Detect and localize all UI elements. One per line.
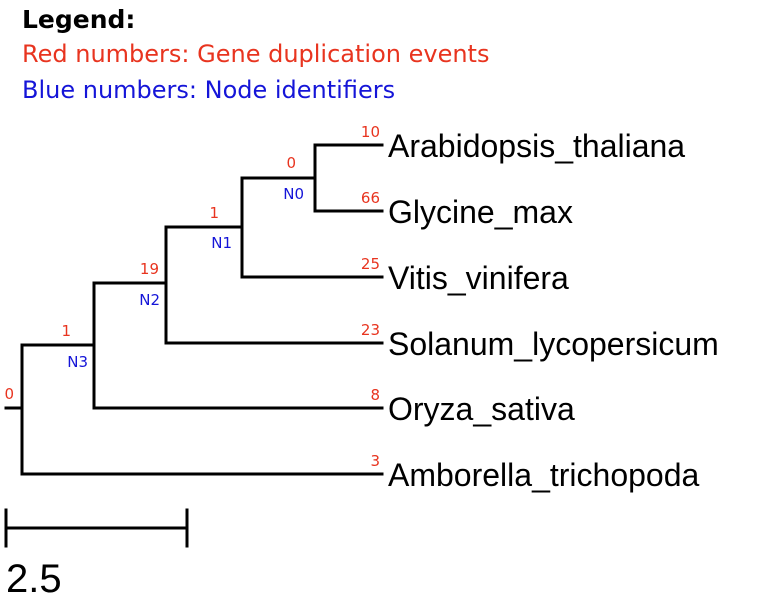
node-duplication-count: 1 (61, 322, 71, 340)
node-duplication-count: 19 (140, 260, 159, 278)
leaf-duplication-count: 8 (370, 386, 380, 404)
leaf-duplication-count: 66 (361, 189, 380, 207)
root-duplication-count: 0 (4, 385, 14, 403)
legend-red-description: Red numbers: Gene duplication events (22, 40, 490, 68)
leaf-duplication-count: 10 (361, 123, 380, 141)
node-duplication-count: 1 (209, 204, 219, 222)
legend-title: Legend: (22, 5, 136, 34)
leaf-label: Amborella_trichopoda (388, 457, 700, 493)
legend: Legend: Red numbers: Gene duplication ev… (22, 4, 489, 108)
node-identifier: N3 (67, 353, 88, 371)
leaf-label: Solanum_lycopersicum (388, 326, 719, 362)
scale-bar-label: 2.5 (6, 557, 62, 601)
node-identifier: N1 (211, 234, 232, 252)
leaf-label: Vitis_vinifera (388, 260, 569, 296)
leaf-duplication-count: 3 (370, 452, 380, 470)
leaf-duplication-count: 23 (361, 321, 380, 339)
scale-bar: 2.5 (4, 508, 189, 601)
node-identifier: N2 (139, 291, 160, 309)
tree-branches (4, 143, 384, 476)
node-duplication-count: 0 (286, 154, 296, 172)
leaf-label: Oryza_sativa (388, 391, 575, 427)
leaf-duplication-count: 25 (361, 255, 380, 273)
leaf-label: Arabidopsis_thaliana (388, 128, 685, 164)
leaf-label: Glycine_max (388, 194, 573, 230)
legend-blue-description: Blue numbers: Node identifiers (22, 76, 396, 104)
node-identifier: N0 (283, 185, 304, 203)
